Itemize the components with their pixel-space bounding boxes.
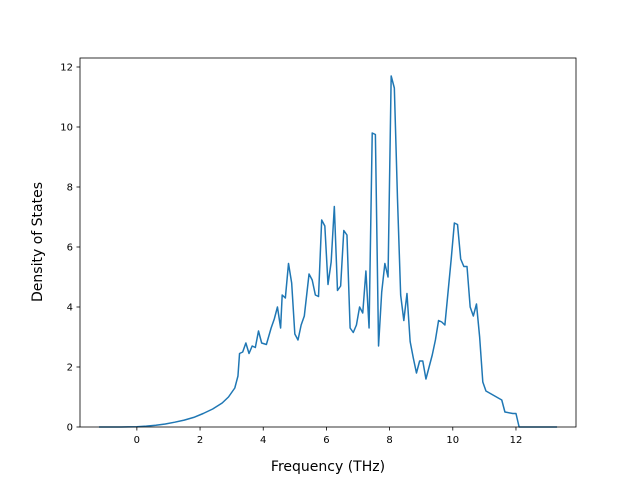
axes-frame xyxy=(79,57,577,428)
x-tick-label: 0 xyxy=(134,435,140,446)
y-tick-label: 6 xyxy=(67,243,73,254)
y-tick-label: 10 xyxy=(60,123,73,134)
x-tick-label: 10 xyxy=(446,435,459,446)
x-tick-label: 4 xyxy=(260,435,266,446)
x-axis-title: Frequency (THz) xyxy=(271,459,385,475)
y-tick-label: 4 xyxy=(67,303,73,314)
plot-area: 0 2 4 6 8 10 12 0 2 4 6 8 10 12 xyxy=(60,57,577,446)
y-axis-title: Density of States xyxy=(30,182,46,302)
x-tick-label: 8 xyxy=(386,435,392,446)
y-tick-label: 0 xyxy=(67,423,73,434)
x-tick-label: 2 xyxy=(197,435,203,446)
y-tick-label: 12 xyxy=(60,63,73,74)
x-tick-label: 12 xyxy=(510,435,523,446)
x-tick-label: 6 xyxy=(323,435,329,446)
y-tick-label: 2 xyxy=(67,363,73,374)
series-line-0 xyxy=(98,75,558,428)
y-tick-label: 8 xyxy=(67,183,73,194)
